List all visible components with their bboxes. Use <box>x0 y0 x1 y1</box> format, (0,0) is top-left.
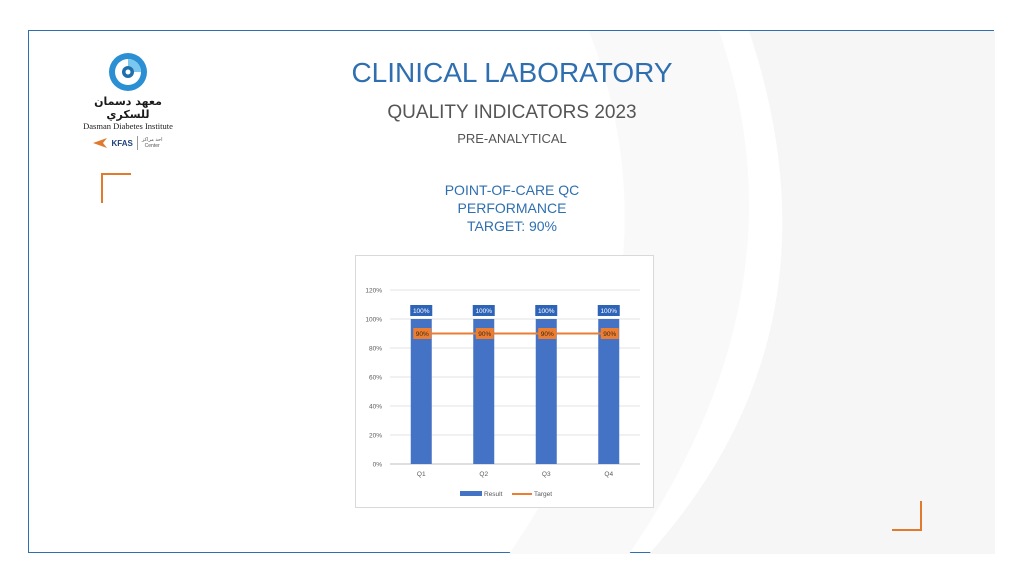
target-data-label-box <box>600 328 619 339</box>
bar <box>598 319 620 464</box>
center-label: احد مراكز Center <box>142 137 163 149</box>
chart-heading-line-3: TARGET: 90% <box>467 218 557 234</box>
kfas-logo-icon <box>93 138 108 148</box>
y-tick-label: 60% <box>369 375 382 382</box>
target-data-label: 90% <box>478 331 491 338</box>
chart-panel: 0% 20% 40% 60% 80% 100% 120% Q1 Q2 Q3 Q4 100% 100% 10… <box>355 255 654 508</box>
bar-data-label-box <box>597 305 620 316</box>
kfas-label: KFAS <box>111 138 133 148</box>
chart-heading-line-2: PERFORMANCE <box>457 200 567 216</box>
chart-heading: POINT-OF-CARE QC PERFORMANCE TARGET: 90% <box>362 181 662 235</box>
bar <box>535 319 557 464</box>
center-label-english: Center <box>144 143 160 149</box>
corner-bracket-bottom-right <box>892 501 922 531</box>
x-tick-label: Q2 <box>479 471 488 478</box>
y-tick-label: 20% <box>369 433 382 440</box>
center-label-arabic: احد مراكز <box>141 137 163 143</box>
bar-data-label: 100% <box>413 308 430 315</box>
chart-heading-line-1: POINT-OF-CARE QC <box>444 182 580 198</box>
partner-logo-row: KFAS احد مراكز Center <box>73 136 183 150</box>
chart-svg: 0% 20% 40% 60% 80% 100% 120% Q1 Q2 Q3 Q4 100% 100% 10… <box>365 288 640 498</box>
target-data-label-box <box>538 328 557 339</box>
institute-name-english: Dasman Diabetes Institute <box>83 121 173 131</box>
y-tick-label: 40% <box>369 404 382 411</box>
bar <box>473 319 495 464</box>
bar <box>410 319 432 464</box>
y-tick-label: 100% <box>365 317 382 324</box>
legend-result-swatch <box>460 491 482 496</box>
legend-result-label: Result <box>484 491 503 498</box>
logo-block: معهد دسمان للسكري Dasman Diabetes Instit… <box>73 51 183 150</box>
dasman-logo-icon <box>109 53 147 91</box>
bar-data-label: 100% <box>538 308 555 315</box>
target-data-label: 90% <box>416 331 429 338</box>
y-tick-label: 120% <box>365 288 382 295</box>
bar-data-label: 100% <box>475 308 492 315</box>
target-data-label: 90% <box>541 331 554 338</box>
x-tick-label: Q4 <box>604 471 613 478</box>
page-title: CLINICAL LABORATORY <box>351 57 673 88</box>
section-label: PRE-ANALYTICAL <box>457 131 567 146</box>
target-data-label: 90% <box>603 331 616 338</box>
target-data-label-box <box>475 328 494 339</box>
legend-target-label: Target <box>534 491 552 498</box>
target-data-label-box <box>413 328 432 339</box>
y-tick-label: 0% <box>373 462 383 469</box>
partner-divider <box>136 136 138 150</box>
bar-data-label-box <box>410 305 433 316</box>
y-tick-label: 80% <box>369 346 382 353</box>
bar-data-label-box <box>472 305 495 316</box>
corner-bracket-top-left <box>101 173 131 203</box>
institute-name-arabic: معهد دسمان للسكري <box>94 95 162 121</box>
x-tick-label: Q3 <box>542 471 551 478</box>
x-tick-label: Q1 <box>417 471 426 478</box>
bar-data-label-box <box>535 305 558 316</box>
bar-data-label: 100% <box>600 308 617 315</box>
slide-frame: معهد دسمان للسكري Dasman Diabetes Instit… <box>28 30 995 554</box>
page-subtitle: QUALITY INDICATORS 2023 <box>387 102 637 123</box>
